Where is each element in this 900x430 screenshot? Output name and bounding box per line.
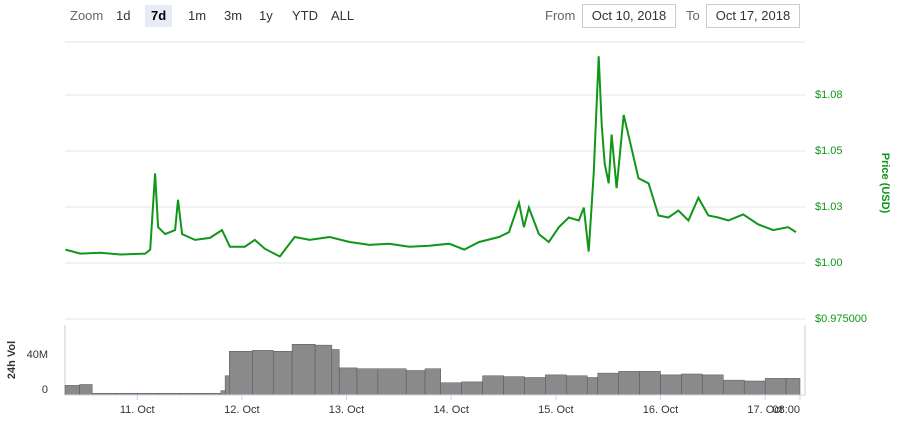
volume-bar: [524, 377, 546, 396]
volume-bar: [597, 372, 619, 396]
volume-bar: [79, 384, 93, 396]
price-line: [65, 56, 797, 258]
volume-bar: [785, 378, 801, 396]
zoom-button[interactable]: YTD: [292, 8, 318, 23]
x-tick-label: 12. Oct: [224, 404, 259, 416]
volume-bar: [545, 374, 567, 396]
volume-bar: [424, 368, 441, 396]
volume-bar: [723, 379, 745, 396]
volume-bar: [405, 370, 426, 396]
x-tick-label: 15. Oct: [538, 404, 573, 416]
volume-bar: [291, 344, 316, 396]
y-axis-title: Price (USD): [879, 153, 891, 214]
volume-bar: [743, 380, 766, 396]
from-label: From: [545, 8, 576, 23]
zoom-button[interactable]: 1d: [116, 8, 131, 23]
from-input[interactable]: Oct 10, 2018: [582, 4, 676, 28]
volume-bar: [586, 377, 598, 396]
volume-bar: [314, 344, 333, 396]
x-tick-label: 08:00: [772, 404, 800, 416]
volume-bar: [639, 371, 661, 396]
volume-bar: [503, 376, 525, 396]
y-tick-label: $1.08: [815, 89, 843, 101]
volume-bar: [566, 375, 588, 396]
x-tick-label: 16. Oct: [643, 404, 678, 416]
volume-bar: [252, 350, 274, 396]
x-tick-label: 11. Oct: [120, 404, 155, 416]
volume-bar: [224, 375, 230, 396]
volume-bar: [356, 368, 379, 396]
volume-bar: [764, 378, 787, 396]
zoom-button[interactable]: 7d: [145, 5, 173, 27]
y-axis-title: 24h Vol: [6, 341, 18, 379]
x-tick-label: 13. Oct: [329, 404, 364, 416]
zoom-button[interactable]: 1m: [188, 8, 207, 23]
to-input[interactable]: Oct 17, 2018: [706, 4, 800, 28]
volume-bar: [461, 381, 483, 396]
y-tick-label: $1.00: [815, 257, 843, 269]
volume-bar: [273, 351, 293, 396]
volume-bar: [660, 374, 682, 396]
volume-bar: [377, 368, 407, 396]
zoom-button[interactable]: 1y: [259, 8, 273, 23]
to-label: To: [686, 8, 700, 23]
volume-bar: [681, 373, 703, 396]
volume-bar: [440, 382, 462, 396]
volume-bar: [702, 374, 724, 396]
y-tick-label: $1.05: [815, 145, 843, 157]
zoom-label: Zoom: [70, 8, 104, 23]
volume-bar: [618, 371, 640, 396]
zoom-button[interactable]: ALL: [331, 8, 355, 23]
y-tick-label: 0: [42, 384, 48, 396]
y-tick-label: $1.03: [815, 201, 843, 213]
y-tick-label: $0.975000: [815, 313, 867, 325]
volume-bar: [482, 375, 504, 396]
x-tick-label: 17. Oct: [747, 404, 782, 416]
volume-bar: [220, 390, 226, 396]
volume-bar: [64, 385, 80, 396]
zoom-button[interactable]: 3m: [224, 8, 243, 23]
volume-bar: [229, 351, 253, 396]
volume-bar: [338, 367, 358, 396]
x-tick-label: 14. Oct: [433, 404, 468, 416]
volume-bar: [331, 349, 340, 396]
y-tick-label: 40M: [27, 349, 48, 361]
